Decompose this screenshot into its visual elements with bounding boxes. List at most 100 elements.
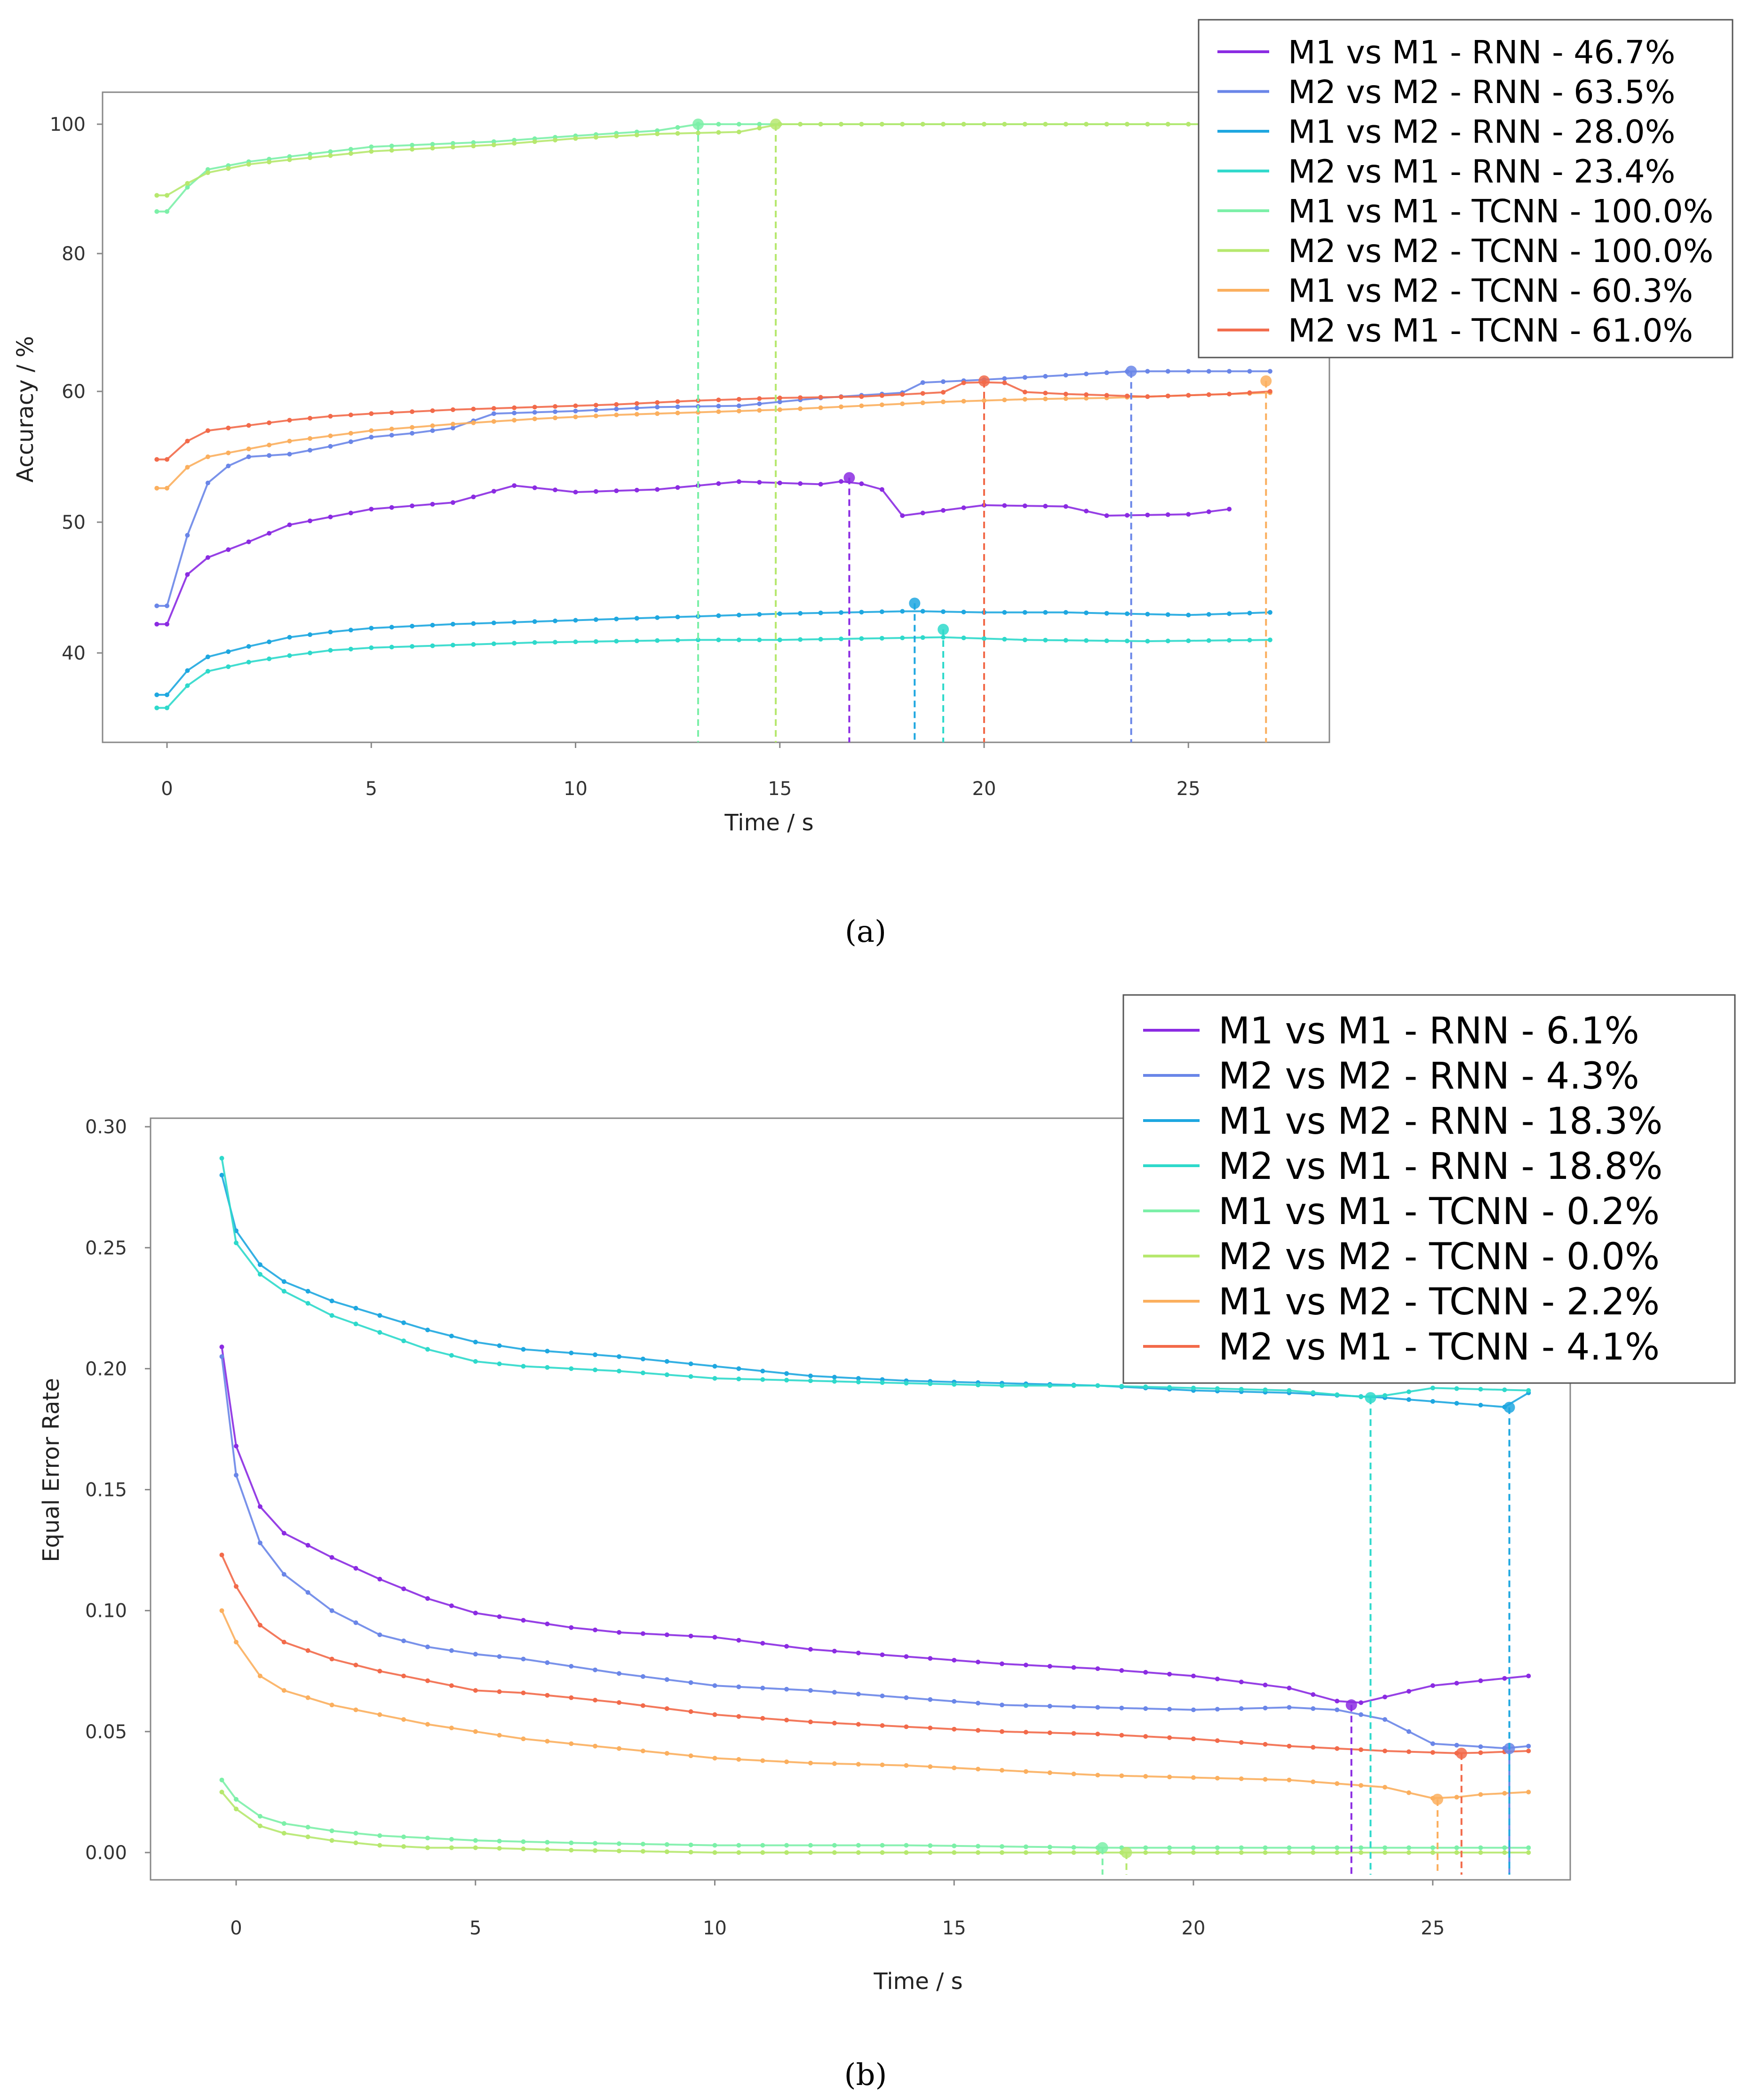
accuracy-data-point (900, 122, 905, 127)
eer-data-point (640, 1703, 645, 1708)
accuracy-data-point (532, 619, 537, 624)
eer-data-point (1287, 1845, 1292, 1850)
eer-data-point (1311, 1850, 1316, 1855)
eer-data-point (1215, 1850, 1220, 1855)
caption-b: (b) (844, 2058, 887, 2092)
eer-data-point (353, 1707, 358, 1712)
accuracy-data-point (900, 513, 905, 518)
eer-data-point (449, 1603, 454, 1608)
accuracy-data-point (1145, 612, 1150, 617)
accuracy-data-point (553, 640, 558, 645)
eer-data-point (219, 1344, 224, 1350)
eer-data-point (808, 1373, 813, 1378)
accuracy-data-point (1002, 398, 1007, 403)
accuracy-data-point (287, 438, 292, 444)
eer-data-point (952, 1726, 957, 1732)
accuracy-data-point (920, 609, 925, 614)
eer-data-point (1287, 1388, 1292, 1393)
eer-data-point (808, 1719, 813, 1725)
accuracy-data-point (1043, 390, 1048, 396)
eer-data-point (1430, 1683, 1435, 1688)
accuracy-data-point (777, 395, 782, 400)
accuracy-data-point (818, 482, 823, 487)
eer-data-point (1191, 1775, 1196, 1780)
eer-series-line-m1-vs-m1-tcnn (221, 1779, 1529, 1849)
eer-data-point (1478, 1845, 1483, 1850)
accuracy-data-point (512, 141, 517, 146)
accuracy-data-point (512, 410, 517, 415)
eer-x-tick-label: 25 (1421, 1917, 1445, 1939)
eer-data-point (569, 1366, 574, 1371)
accuracy-data-point (1145, 369, 1150, 374)
eer-data-point (593, 1698, 598, 1702)
accuracy-data-point (634, 406, 639, 411)
accuracy-data-point (553, 409, 558, 414)
eer-series-line-m2-vs-m2-rnn (221, 1356, 1529, 1750)
accuracy-data-point (593, 414, 598, 419)
eer-data-point (449, 1845, 454, 1850)
eer-data-point (329, 1828, 334, 1833)
eer-data-point (569, 1695, 574, 1700)
eer-data-point (1095, 1705, 1100, 1710)
accuracy-data-point (226, 425, 231, 430)
accuracy-legend-entry-m2-vs-m2-tcnn: M2 vs M2 - TCNN - 100.0% (1288, 233, 1713, 270)
eer-data-point (449, 1837, 454, 1842)
eer-data-point (305, 1590, 310, 1595)
eer-data-point (1335, 1845, 1340, 1850)
accuracy-data-point (512, 641, 517, 646)
accuracy-data-point (1002, 380, 1007, 385)
accuracy-data-point (205, 170, 210, 175)
eer-data-point (593, 1627, 598, 1632)
eer-data-point (617, 1354, 621, 1359)
accuracy-data-point (1022, 122, 1027, 127)
eer-data-point (1287, 1777, 1292, 1782)
accuracy-data-point (634, 487, 639, 493)
eer-data-point (1239, 1845, 1244, 1850)
accuracy-data-point (1063, 638, 1068, 643)
accuracy-data-point (1227, 391, 1232, 397)
eer-data-point (1263, 1387, 1268, 1392)
eer-data-point (1023, 1844, 1028, 1849)
accuracy-data-point (369, 149, 374, 154)
eer-data-point (1215, 1386, 1220, 1391)
eer-data-point (377, 1843, 382, 1848)
eer-data-point (1167, 1707, 1172, 1712)
eer-data-point (1215, 1707, 1220, 1712)
eer-data-point (1239, 1740, 1244, 1745)
accuracy-data-point (920, 510, 925, 516)
eer-data-point (1430, 1399, 1435, 1404)
eer-data-point (1071, 1665, 1076, 1670)
eer-data-point (1430, 1845, 1435, 1850)
eer-data-point (425, 1328, 430, 1333)
accuracy-data-point (777, 407, 782, 412)
accuracy-data-point (532, 139, 537, 144)
eer-series-line-m2-vs-m1-tcnn (221, 1554, 1529, 1754)
accuracy-data-point (1084, 509, 1089, 514)
accuracy-data-point (1186, 612, 1191, 618)
accuracy-data-point (491, 419, 496, 424)
accuracy-data-point (1227, 638, 1232, 643)
accuracy-data-point (430, 428, 435, 433)
accuracy-data-point (348, 431, 353, 436)
eer-data-point (1335, 1699, 1340, 1703)
eer-data-point (904, 1381, 909, 1386)
accuracy-data-point (920, 380, 925, 385)
eer-data-point (928, 1697, 933, 1702)
accuracy-data-point (1043, 503, 1048, 509)
eer-data-point (1071, 1731, 1076, 1736)
accuracy-data-point (450, 407, 455, 412)
eer-data-point (1359, 1394, 1364, 1400)
accuracy-data-point (430, 643, 435, 648)
eer-data-point (1263, 1742, 1268, 1747)
eer-data-point (1383, 1717, 1387, 1722)
accuracy-data-point (471, 406, 476, 412)
eer-legend-entry-m1-vs-m1-tcnn: M1 vs M1 - TCNN - 0.2% (1218, 1191, 1660, 1233)
accuracy-data-point (859, 403, 864, 408)
accuracy-chart: 0 5 10 15 20 25 40 50 60 80 100 Time / s Accuracy… (12, 19, 1733, 949)
eer-data-point (1406, 1749, 1411, 1754)
accuracy-y-tick-label: 60 (62, 381, 86, 403)
accuracy-best-marker-m1-vs-m1-rnn (843, 472, 855, 484)
accuracy-data-point (287, 522, 292, 527)
eer-data-point (1071, 1383, 1076, 1388)
